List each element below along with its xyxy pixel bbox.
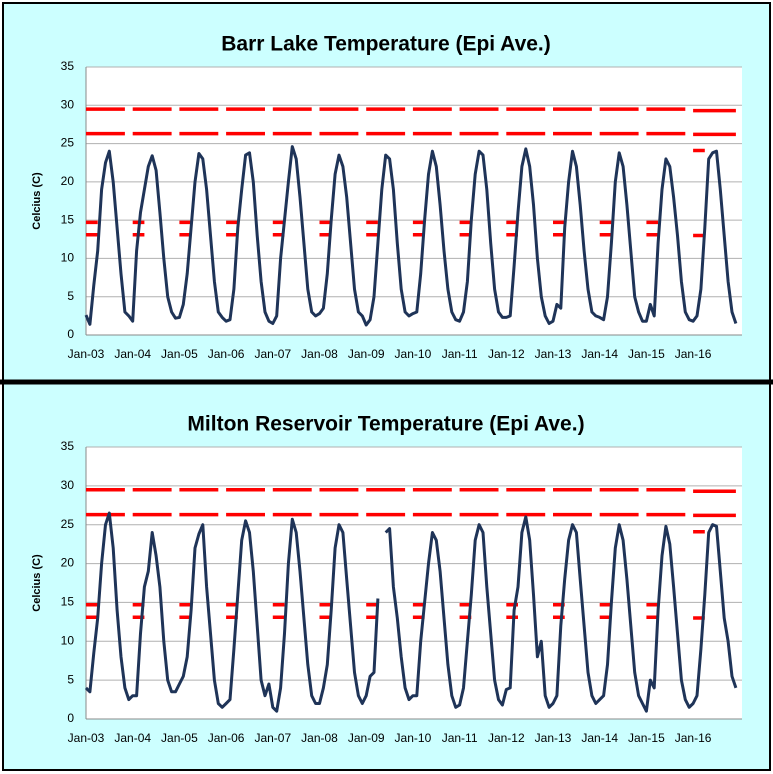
x-tick-label: Jan-11 xyxy=(442,731,478,745)
x-tick-label: Jan-09 xyxy=(348,347,385,361)
x-tick-label: Jan-06 xyxy=(208,347,245,361)
y-tick-label: 15 xyxy=(61,595,75,609)
x-tick-label: Jan-04 xyxy=(114,347,151,361)
x-tick-label: Jan-09 xyxy=(348,731,385,745)
reference-line xyxy=(86,131,736,137)
y-tick-label: 25 xyxy=(61,136,75,150)
reference-line xyxy=(86,615,705,620)
y-tick-label: 25 xyxy=(61,517,75,531)
x-tick-label: Jan-06 xyxy=(208,731,245,745)
x-tick-label: Jan-10 xyxy=(395,347,432,361)
x-tick-label: Jan-05 xyxy=(161,347,198,361)
y-tick-label: 30 xyxy=(61,478,75,492)
y-tick-label: 5 xyxy=(67,289,74,303)
y-tick-label: 20 xyxy=(61,556,75,570)
y-tick-label: 10 xyxy=(61,251,75,265)
x-tick-label: Jan-08 xyxy=(301,347,338,361)
reference-line xyxy=(86,487,736,494)
data-line xyxy=(84,511,738,713)
plot-area xyxy=(86,447,742,719)
x-tick-label: Jan-05 xyxy=(161,731,198,745)
x-tick-label: Jan-15 xyxy=(628,347,665,361)
reference-line xyxy=(86,529,705,607)
y-tick-label: 35 xyxy=(61,439,75,453)
x-tick-label: Jan-12 xyxy=(488,347,525,361)
chart-title: Barr Lake Temperature (Epi Ave.) xyxy=(221,33,551,56)
x-tick-label: Jan-07 xyxy=(254,731,291,745)
x-tick-label: Jan-13 xyxy=(535,731,572,745)
x-tick-label: Jan-13 xyxy=(535,347,572,361)
y-tick-label: 0 xyxy=(67,327,74,341)
x-tick-label: Jan-11 xyxy=(442,347,478,361)
y-tick-label: 35 xyxy=(61,59,75,73)
x-tick-label: Jan-15 xyxy=(628,731,665,745)
reference-line xyxy=(86,512,736,518)
x-tick-label: Jan-04 xyxy=(114,731,151,745)
y-tick-label: 20 xyxy=(61,174,75,188)
x-tick-label: Jan-16 xyxy=(675,731,712,745)
y-tick-label: 15 xyxy=(61,212,75,226)
x-tick-label: Jan-16 xyxy=(675,347,712,361)
x-tick-label: Jan-14 xyxy=(581,347,618,361)
x-tick-label: Jan-07 xyxy=(254,347,291,361)
x-tick-label: Jan-03 xyxy=(68,731,105,745)
x-tick-label: Jan-03 xyxy=(68,347,105,361)
x-tick-label: Jan-14 xyxy=(581,731,618,745)
y-tick-label: 30 xyxy=(61,97,75,111)
data-line xyxy=(84,145,738,327)
chart-title: Milton Reservoir Temperature (Epi Ave.) xyxy=(187,413,584,436)
x-tick-label: Jan-10 xyxy=(395,731,432,745)
x-tick-label: Jan-12 xyxy=(488,731,525,745)
reference-line xyxy=(86,107,736,113)
x-tick-label: Jan-08 xyxy=(301,731,338,745)
y-tick-label: 0 xyxy=(67,711,74,725)
y-tick-label: 10 xyxy=(61,633,75,647)
y-tick-label: 5 xyxy=(67,672,74,686)
y-axis-label: Celcius (C) xyxy=(31,172,43,230)
y-axis-label: Celcius (C) xyxy=(31,554,43,612)
